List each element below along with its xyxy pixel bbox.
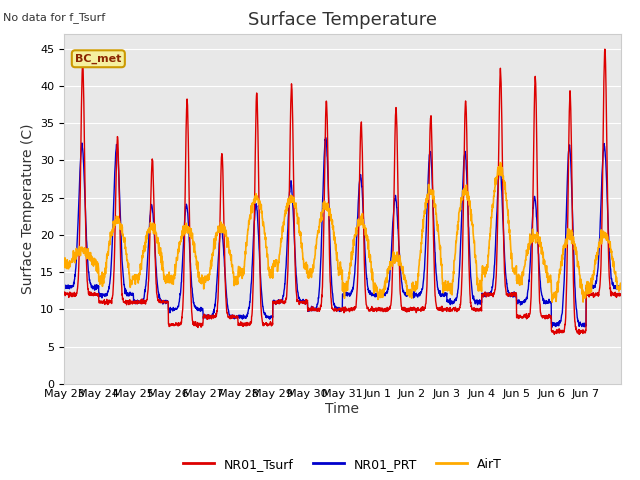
NR01_Tsurf — [116, 211, 124, 216]
NR01_PRT — [236, 315, 244, 321]
AirT — [617, 282, 625, 288]
AirT — [497, 160, 504, 166]
NR01_PRT — [617, 283, 625, 289]
NR01_Tsurf — [617, 292, 625, 298]
AirT — [236, 271, 244, 276]
NR01_Tsurf — [541, 313, 549, 319]
AirT — [376, 287, 383, 292]
AirT — [60, 260, 68, 265]
NR01_PRT — [609, 283, 617, 289]
NR01_Tsurf — [510, 289, 518, 295]
AirT — [116, 219, 124, 225]
NR01_PRT — [510, 289, 518, 295]
Line: NR01_PRT: NR01_PRT — [64, 137, 621, 327]
NR01_Tsurf — [609, 292, 617, 298]
Title: Surface Temperature: Surface Temperature — [248, 11, 437, 29]
NR01_Tsurf — [236, 323, 244, 328]
NR01_Tsurf — [60, 290, 68, 296]
NR01_Tsurf — [550, 332, 558, 337]
NR01_Tsurf — [376, 306, 383, 312]
Text: BC_met: BC_met — [75, 54, 122, 64]
Line: AirT: AirT — [64, 163, 621, 302]
Legend: NR01_Tsurf, NR01_PRT, AirT: NR01_Tsurf, NR01_PRT, AirT — [178, 453, 507, 476]
Y-axis label: Surface Temperature (C): Surface Temperature (C) — [20, 123, 35, 294]
NR01_PRT — [116, 192, 124, 198]
Line: NR01_Tsurf: NR01_Tsurf — [64, 49, 621, 335]
AirT — [548, 299, 556, 305]
AirT — [510, 265, 518, 271]
NR01_PRT — [548, 324, 556, 330]
NR01_Tsurf — [601, 46, 609, 52]
AirT — [609, 264, 617, 270]
AirT — [542, 267, 550, 273]
NR01_PRT — [322, 134, 330, 140]
X-axis label: Time: Time — [325, 402, 360, 416]
NR01_PRT — [542, 301, 550, 307]
NR01_PRT — [376, 291, 384, 297]
NR01_PRT — [60, 282, 68, 288]
Text: No data for f_Tsurf: No data for f_Tsurf — [3, 12, 106, 23]
